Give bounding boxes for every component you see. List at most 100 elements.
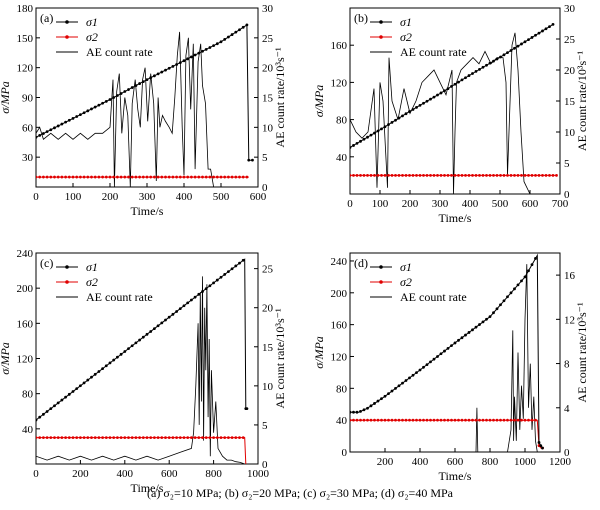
sigma2-point [123, 175, 127, 179]
sigma2-point [153, 175, 156, 179]
sigma1-point [60, 122, 64, 126]
sigma2-point [49, 175, 53, 179]
sigma1-point [352, 410, 355, 414]
sigma2-point [432, 418, 436, 422]
sigma2-point [404, 174, 408, 177]
sigma1-point [488, 61, 492, 65]
sigma2-point [138, 436, 142, 440]
panel-label: (d) [354, 256, 368, 270]
sigma2-point [201, 175, 204, 179]
sigma2-point [429, 174, 432, 177]
sigma2-point [241, 175, 245, 179]
sigma2-point [355, 418, 359, 422]
sigma2-point [492, 174, 495, 177]
sigma1-point [190, 55, 193, 59]
sigma2-point [408, 418, 411, 422]
y2-tick-label: 5 [262, 420, 268, 432]
sigma1-point [60, 398, 64, 402]
sigma1-point [36, 135, 38, 139]
sigma1-point [415, 371, 418, 375]
x-tick-label: 600 [161, 468, 178, 480]
sigma1-point [86, 109, 90, 113]
y-tick-label: 200 [17, 283, 34, 295]
sigma1-point [359, 139, 362, 143]
sigma1-point [376, 399, 380, 403]
sigma2-point [178, 436, 182, 440]
sigma1-point [130, 86, 134, 89]
y-tick-label: 160 [17, 318, 34, 330]
sigma1-point [506, 295, 509, 299]
series-line-ae-count-rate [36, 276, 245, 464]
y-tick-label: 40 [336, 415, 348, 427]
sigma2-point [160, 175, 164, 179]
sigma1-point [245, 23, 249, 27]
sigma1-point [464, 76, 467, 80]
sigma2-point [123, 436, 127, 440]
sigma2-point [425, 174, 429, 177]
sigma1-point [171, 64, 175, 68]
sigma2-point [418, 174, 422, 177]
sigma1-point [160, 321, 164, 325]
sigma1-point [164, 318, 167, 322]
sigma1-point [42, 412, 45, 416]
sigma1-point [523, 40, 527, 44]
legend-marker-sigma2 [379, 35, 383, 39]
sigma1-point [178, 61, 182, 64]
sigma1-point [523, 275, 527, 279]
sigma1-point [373, 131, 376, 135]
x-axis-label: Time/s [439, 469, 472, 483]
sigma2-point [234, 175, 238, 179]
sigma2-point [387, 418, 390, 422]
sigma1-point [56, 401, 60, 405]
y2-tick-label: 0 [564, 447, 570, 459]
x-tick-label: 600 [250, 191, 267, 203]
sigma1-point [495, 57, 499, 61]
sigma1-point [145, 332, 149, 336]
sigma1-point [182, 304, 186, 308]
sigma2-point [64, 175, 67, 179]
x-tick-label: 0 [33, 468, 39, 480]
sigma1-point [212, 44, 216, 47]
y-axis-label: σ/MPa [312, 336, 326, 369]
sigma1-point [534, 257, 537, 260]
sigma1-point [75, 387, 79, 391]
sigma2-point [506, 418, 509, 422]
sigma1-point [520, 42, 523, 46]
sigma2-point [101, 436, 104, 440]
legend-marker-sigma1 [65, 265, 69, 269]
x-axis-label: Time/s [131, 204, 164, 218]
sigma2-point [397, 174, 401, 177]
sigma1-point [156, 324, 160, 328]
sigma2-point [130, 436, 134, 440]
sigma1-point [436, 355, 439, 358]
sigma1-point [167, 315, 171, 319]
sigma1-point [71, 390, 75, 393]
y2-tick-label: 25 [262, 264, 274, 276]
sigma1-point [138, 82, 142, 85]
series-line-ae-count-rate [350, 32, 557, 194]
sigma2-point [153, 436, 156, 440]
sigma1-point [539, 444, 543, 448]
series-line-ae-count-rate [36, 31, 247, 187]
sigma2-point [116, 436, 119, 440]
x-tick-label: 700 [552, 198, 569, 210]
sigma1-point [251, 158, 254, 162]
sigma2-point [104, 436, 108, 440]
y2-tick-label: 10 [262, 122, 274, 134]
sigma2-point [79, 175, 82, 179]
sigma1-point [436, 93, 439, 97]
sigma1-point [415, 106, 418, 109]
sigma2-point [138, 175, 142, 179]
sigma1-point [467, 331, 471, 334]
sigma1-point [506, 51, 509, 55]
sigma1-point [149, 76, 153, 80]
sigma1-point [138, 338, 142, 342]
sigma1-point [394, 118, 397, 122]
sigma2-point [471, 174, 474, 177]
sigma1-point [127, 347, 130, 351]
sigma2-point [464, 174, 467, 177]
sigma1-point [97, 370, 101, 373]
sigma1-point [520, 279, 523, 283]
x-tick-label: 1000 [247, 468, 270, 480]
sigma1-point [439, 91, 443, 95]
